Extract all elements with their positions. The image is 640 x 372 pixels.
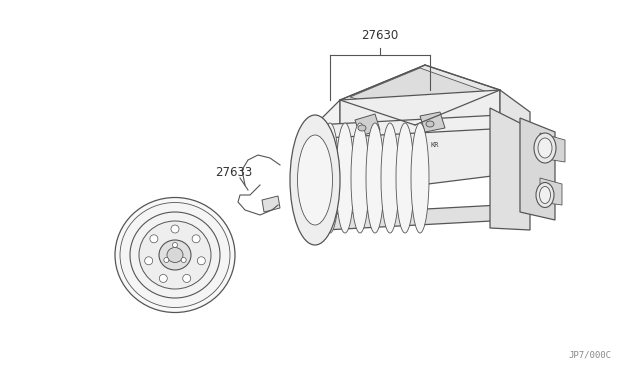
Ellipse shape [358, 125, 366, 131]
Ellipse shape [164, 257, 169, 263]
Ellipse shape [159, 275, 167, 282]
Ellipse shape [139, 221, 211, 289]
Ellipse shape [538, 138, 552, 158]
Polygon shape [420, 112, 445, 132]
Ellipse shape [115, 198, 235, 312]
Polygon shape [315, 115, 510, 138]
Polygon shape [310, 100, 340, 215]
Polygon shape [340, 65, 500, 125]
Ellipse shape [290, 115, 340, 245]
Ellipse shape [351, 123, 369, 233]
Ellipse shape [150, 235, 158, 243]
Polygon shape [500, 90, 530, 195]
Ellipse shape [173, 243, 177, 247]
Ellipse shape [300, 118, 330, 238]
Ellipse shape [159, 240, 191, 270]
Ellipse shape [411, 123, 429, 233]
Text: 27633: 27633 [215, 167, 252, 180]
Text: KR: KR [431, 142, 439, 148]
Polygon shape [350, 68, 490, 118]
Ellipse shape [120, 202, 230, 308]
Ellipse shape [536, 183, 554, 208]
Polygon shape [540, 133, 565, 162]
Text: 27630: 27630 [362, 29, 399, 42]
Polygon shape [262, 196, 280, 212]
Ellipse shape [182, 275, 191, 282]
Polygon shape [500, 115, 510, 220]
Ellipse shape [426, 121, 434, 127]
Ellipse shape [130, 212, 220, 298]
Polygon shape [490, 108, 530, 230]
Ellipse shape [534, 133, 556, 163]
Ellipse shape [336, 123, 354, 233]
Polygon shape [315, 125, 325, 230]
Ellipse shape [145, 257, 153, 265]
Ellipse shape [171, 225, 179, 233]
Ellipse shape [181, 257, 186, 263]
Polygon shape [355, 114, 380, 136]
Polygon shape [315, 205, 510, 230]
Polygon shape [540, 178, 562, 205]
Ellipse shape [540, 186, 550, 203]
Polygon shape [520, 118, 555, 220]
Ellipse shape [192, 235, 200, 243]
Ellipse shape [321, 123, 339, 233]
Ellipse shape [396, 123, 414, 233]
Ellipse shape [167, 247, 183, 263]
Ellipse shape [366, 123, 384, 233]
Polygon shape [340, 90, 500, 195]
Ellipse shape [381, 123, 399, 233]
Ellipse shape [298, 135, 333, 225]
Text: JP7/000C: JP7/000C [568, 350, 611, 359]
Ellipse shape [197, 257, 205, 265]
